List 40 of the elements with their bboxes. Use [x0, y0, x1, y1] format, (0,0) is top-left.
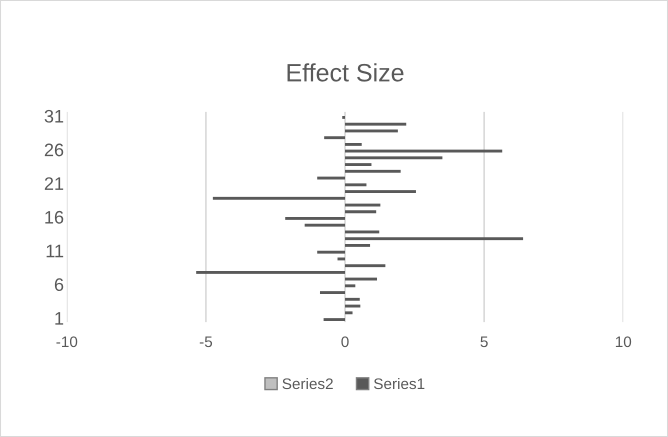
bar — [345, 163, 372, 166]
bar — [345, 230, 380, 234]
bar — [317, 250, 346, 254]
legend-label: Series2 — [282, 378, 333, 390]
bar — [345, 244, 370, 247]
bar — [196, 270, 346, 274]
bar — [345, 304, 360, 308]
bar — [338, 257, 346, 260]
x-tick-label: 5 — [480, 336, 488, 348]
bar — [345, 142, 362, 146]
bar — [342, 116, 346, 119]
bar — [345, 298, 360, 301]
y-tick-label: 11 — [46, 244, 64, 258]
y-tick-label: 21 — [44, 177, 64, 190]
bar — [345, 122, 406, 126]
chart-title: Effect Size — [288, 63, 404, 82]
x-tick-label: 0 — [341, 336, 349, 348]
y-tick-label: 26 — [44, 144, 64, 156]
x-tick-label: -10 — [56, 336, 78, 348]
bar — [345, 278, 378, 281]
bar — [345, 204, 380, 206]
bar — [345, 170, 401, 173]
bar — [320, 291, 346, 294]
bar — [285, 217, 346, 220]
y-tick-label: 6 — [54, 278, 64, 292]
bar — [345, 264, 386, 268]
y-tick-label: 16 — [45, 210, 64, 224]
x-tick-label: -5 — [200, 336, 212, 348]
bar — [324, 136, 346, 140]
bar — [345, 190, 416, 193]
bar — [345, 129, 398, 132]
y-tick-label: 1 — [55, 312, 64, 325]
bar — [324, 318, 346, 321]
bar — [345, 156, 442, 160]
x-tick-label: 10 — [616, 336, 632, 348]
bar — [317, 176, 346, 180]
bar — [345, 284, 356, 288]
legend-label: Series1 — [374, 378, 424, 390]
bar — [345, 150, 502, 153]
y-tick-label: 31 — [44, 110, 64, 123]
